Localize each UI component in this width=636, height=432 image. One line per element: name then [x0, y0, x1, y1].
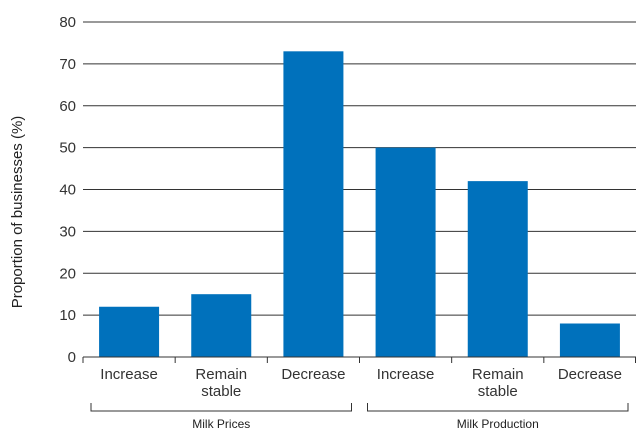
category-label: Remain stable: [472, 366, 524, 400]
bar: [99, 306, 160, 357]
category-label: Decrease: [558, 366, 622, 383]
y-tick-labels: 0 10 20 30 40 50 60 70 80: [59, 14, 76, 366]
bar: [283, 51, 344, 357]
y-tick-label: 50: [59, 140, 76, 157]
category-label-line: Increase: [100, 366, 158, 383]
category-label-line: Decrease: [281, 366, 345, 383]
category-label: Decrease: [281, 366, 345, 383]
category-label-line: stable: [201, 383, 241, 400]
category-label-line: Remain: [472, 366, 524, 383]
bar: [559, 323, 620, 357]
y-tick-label: 80: [59, 14, 76, 31]
y-tick-label: 30: [59, 223, 76, 240]
gridlines: [83, 21, 636, 316]
category-label-line: Decrease: [558, 366, 622, 383]
category-label: Remain stable: [195, 366, 247, 400]
group-brackets: Milk Prices Milk Production: [90, 403, 629, 431]
y-tick-label: 0: [68, 349, 76, 366]
y-tick-label: 60: [59, 98, 76, 115]
category-label-line: Increase: [377, 366, 435, 383]
category-label: Increase: [100, 366, 158, 383]
group-label: Milk Production: [457, 417, 539, 431]
bars: [99, 51, 620, 357]
group-bracket: [90, 403, 352, 412]
category-label-line: stable: [478, 383, 518, 400]
bar: [375, 147, 436, 357]
y-tick-label: 10: [59, 307, 76, 324]
y-tick-label: 20: [59, 265, 76, 282]
y-axis-label: Proportion of businesses (%): [9, 116, 26, 309]
x-axis: [82, 356, 636, 363]
category-label-line: Remain: [195, 366, 247, 383]
category-label: Increase: [377, 366, 435, 383]
group-label: Milk Prices: [192, 417, 250, 431]
group-bracket: [367, 403, 629, 412]
bar: [191, 294, 252, 357]
bar: [467, 181, 528, 357]
y-tick-label: 40: [59, 182, 76, 199]
y-tick-label: 70: [59, 56, 76, 73]
